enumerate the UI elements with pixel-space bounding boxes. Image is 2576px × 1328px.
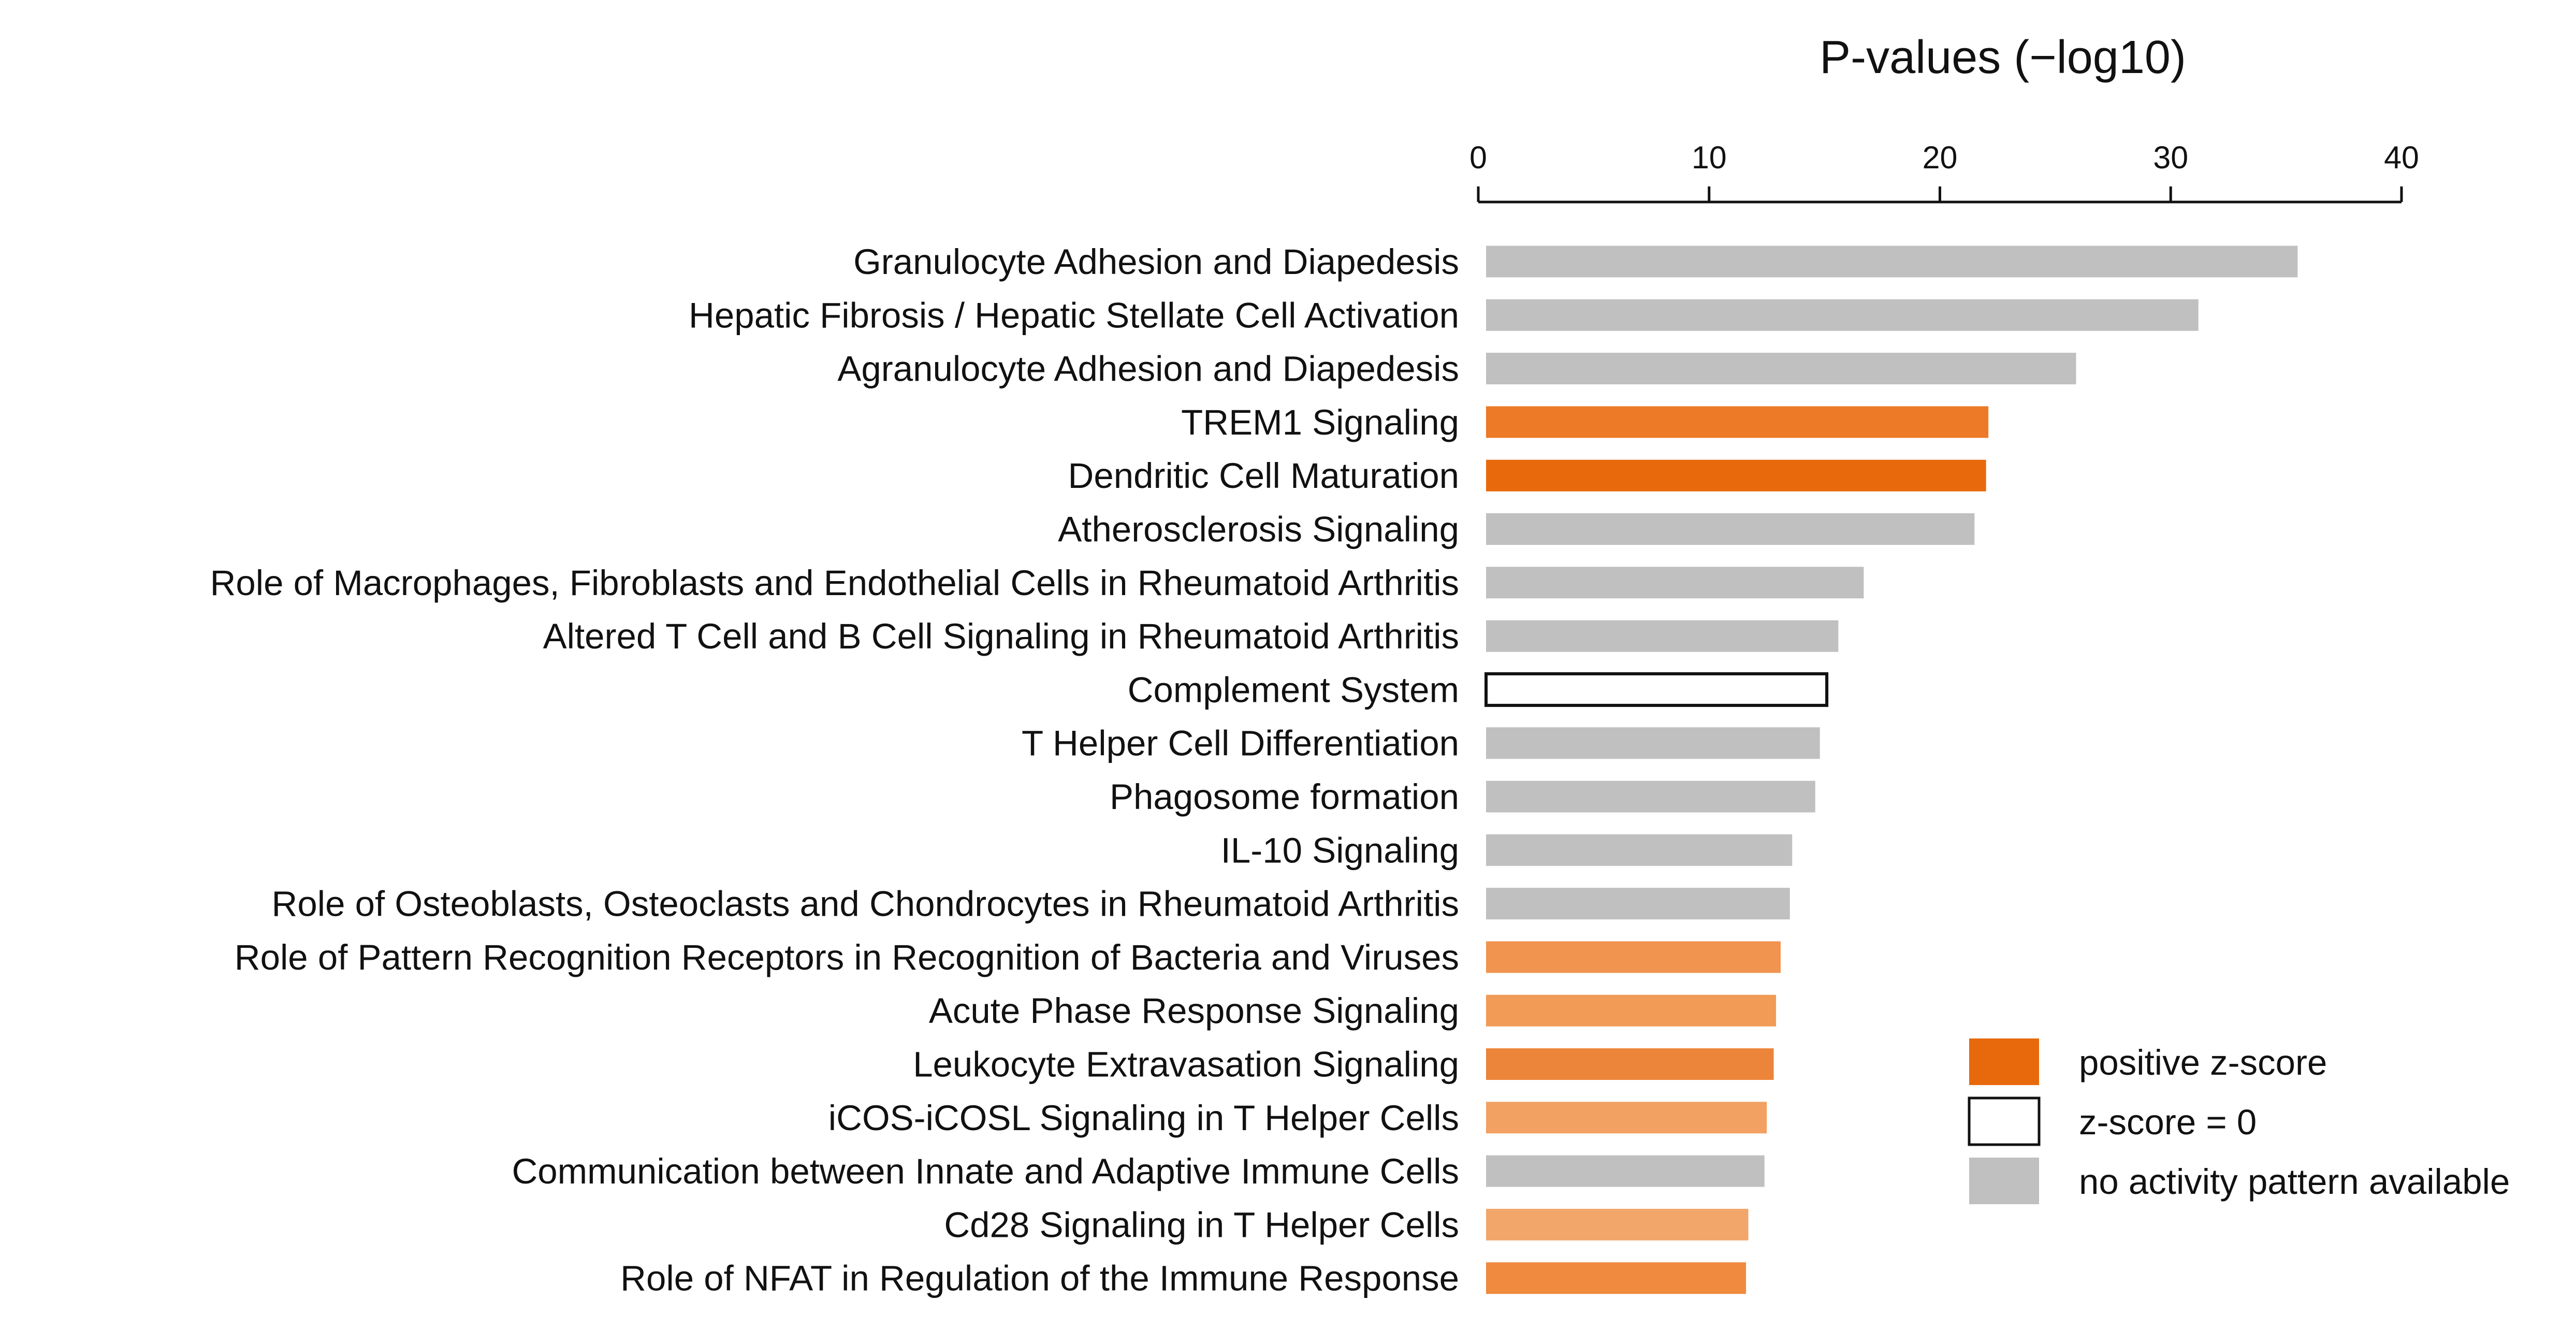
x-tick-label: 30 xyxy=(2153,140,2188,175)
bar xyxy=(1486,1155,1765,1187)
bar xyxy=(1486,1208,1749,1240)
bar xyxy=(1486,567,1864,599)
category-labels: Granulocyte Adhesion and Diapedesis Hepat… xyxy=(210,242,1459,1298)
category-label: T Helper Cell Differentiation xyxy=(1022,724,1459,763)
bar xyxy=(1485,672,1829,707)
category-label: Altered T Cell and B Cell Signaling in R… xyxy=(543,616,1459,656)
category-label: Communication between Innate and Adaptiv… xyxy=(512,1151,1459,1191)
bar xyxy=(1486,620,1839,652)
category-label: TREM1 Signaling xyxy=(1181,402,1459,442)
category-label: Leukocyte Extravasation Signaling xyxy=(913,1045,1459,1085)
legend-swatch xyxy=(1968,1096,2041,1146)
category-label: Role of Pattern Recognition Receptors in… xyxy=(235,937,1459,977)
bar xyxy=(1486,834,1793,866)
legend-label: positive z-score xyxy=(2079,1043,2327,1082)
category-label: Role of NFAT in Regulation of the Immune… xyxy=(620,1259,1459,1298)
legend-swatch xyxy=(1969,1038,2039,1085)
bar xyxy=(1486,888,1790,920)
category-label: Complement System xyxy=(1128,670,1459,710)
bar xyxy=(1486,353,2076,385)
bar xyxy=(1486,246,2298,278)
bar xyxy=(1486,299,2199,331)
category-label: Phagosome formation xyxy=(1110,777,1459,817)
category-label: Role of Macrophages, Fibroblasts and End… xyxy=(210,563,1459,603)
category-label: Cd28 Signaling in T Helper Cells xyxy=(944,1205,1459,1245)
bar xyxy=(1486,1102,1767,1134)
bar xyxy=(1486,513,1975,545)
category-label: Role of Osteoblasts, Osteoclasts and Cho… xyxy=(272,884,1459,924)
category-label: Granulocyte Adhesion and Diapedesis xyxy=(853,242,1459,282)
bar xyxy=(1486,941,1781,973)
bar xyxy=(1486,1048,1774,1080)
legend-label: no activity pattern available xyxy=(2079,1162,2510,1202)
category-label: Hepatic Fibrosis / Hepatic Stellate Cell… xyxy=(689,295,1459,335)
bar xyxy=(1486,459,1986,492)
category-label: iCOS-iCOSL Signaling in T Helper Cells xyxy=(828,1098,1459,1138)
x-tick-label: 20 xyxy=(1923,140,1958,175)
bar xyxy=(1486,994,1777,1027)
legend: positive z-score z-score = 0 no activity p… xyxy=(1968,1038,2510,1204)
legend-label: z-score = 0 xyxy=(2079,1102,2257,1142)
bar xyxy=(1486,727,1820,759)
x-tick-label: 40 xyxy=(2384,140,2419,175)
bar xyxy=(1486,781,1815,813)
chart-title: P-values (−log10) xyxy=(1820,32,2186,83)
category-label: IL-10 Signaling xyxy=(1221,830,1459,870)
bar xyxy=(1486,1262,1747,1294)
bars xyxy=(1485,246,2298,1294)
x-tick-label: 0 xyxy=(1469,140,1487,175)
category-label: Atherosclerosis Signaling xyxy=(1058,510,1459,550)
bar xyxy=(1486,406,1989,438)
x-axis: 0 10 20 30 40 xyxy=(1469,140,2419,204)
category-label: Agranulocyte Adhesion and Diapedesis xyxy=(837,349,1459,389)
x-tick-label: 10 xyxy=(1692,140,1727,175)
category-label: Acute Phase Response Signaling xyxy=(929,991,1459,1031)
legend-swatch xyxy=(1969,1158,2039,1204)
category-label: Dendritic Cell Maturation xyxy=(1068,456,1459,496)
